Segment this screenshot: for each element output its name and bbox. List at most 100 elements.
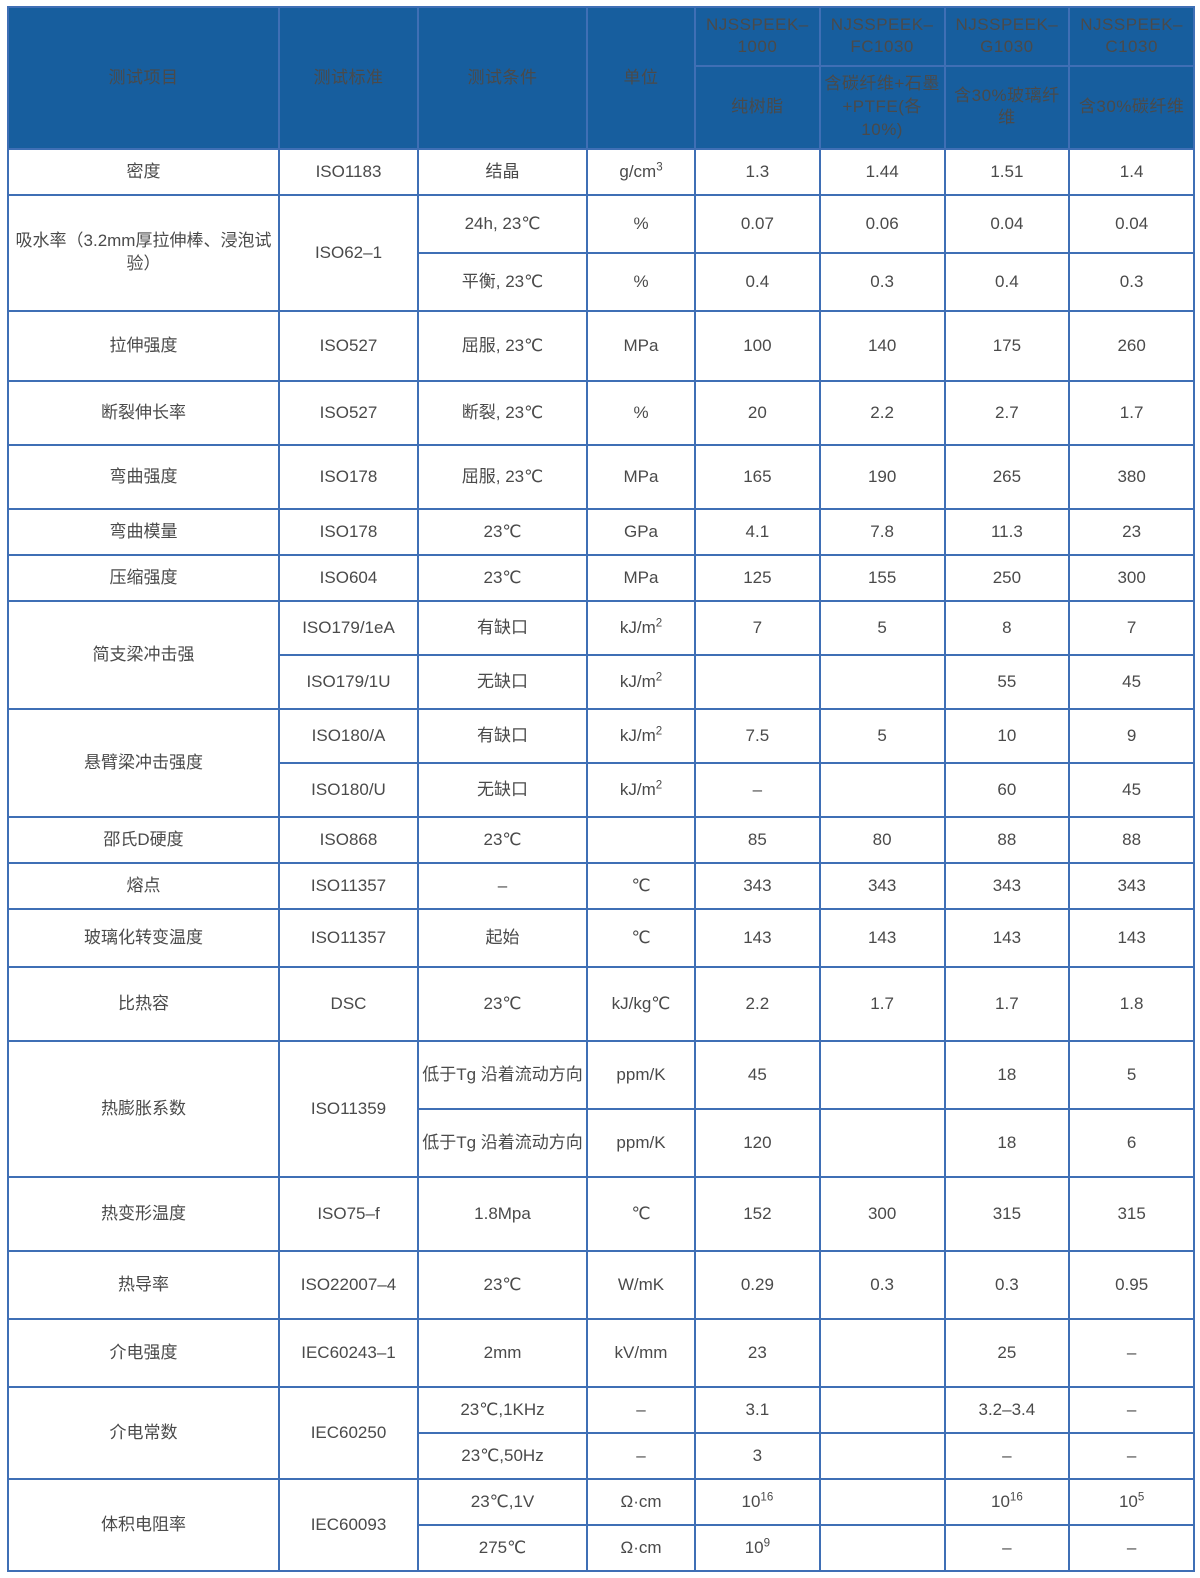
header-product-desc-0: 纯树脂 xyxy=(694,64,821,151)
cell-test-condition: 23℃,50Hz xyxy=(417,1432,588,1480)
cell-value-0: 0.29 xyxy=(694,1250,821,1320)
cell-unit: kJ/m2 xyxy=(586,762,696,818)
table-header: 测试项目 测试标准 测试条件 单位 NJSSPEEK– 1000 NJSSPEEK… xyxy=(7,6,1195,151)
cell-test-item: 热膨胀系数 xyxy=(7,1040,280,1178)
cell-test-standard: ISO22007–4 xyxy=(278,1250,419,1320)
cell-value-2: 0.3 xyxy=(943,1250,1071,1320)
cell-value-0: 2.2 xyxy=(694,966,821,1042)
table-row: 拉伸强度 ISO527 屈服, 23℃ MPa 100 140 175 260 xyxy=(7,310,1195,382)
cell-value-0: 4.1 xyxy=(694,508,821,556)
cell-test-condition: 23℃ xyxy=(417,816,588,864)
cell-unit: % xyxy=(586,380,696,446)
cell-unit xyxy=(586,816,696,864)
cell-test-standard: ISO179/1U xyxy=(278,654,419,710)
cell-test-item: 简支梁冲击强 xyxy=(7,600,280,710)
cell-value-0: 3 xyxy=(694,1432,821,1480)
cell-test-condition: 23℃,1V xyxy=(417,1478,588,1526)
cell-unit: Ω·cm xyxy=(586,1524,696,1572)
table-row: 275℃ Ω·cm 109 – – xyxy=(8,1524,1195,1572)
cell-test-condition: 无缺口 xyxy=(417,762,588,818)
header-product-code-3: NJSSPEEK– C1030 xyxy=(1068,6,1195,67)
cell-value-3: – xyxy=(1068,1386,1195,1434)
table-row: 压缩强度 ISO604 23℃ MPa 125 155 250 300 xyxy=(7,554,1195,602)
table-row: 介电强度 IEC60243–1 2mm kV/mm 23 25– xyxy=(7,1318,1195,1388)
cell-value-3: 9 xyxy=(1068,708,1195,764)
header-test-standard: 测试标准 xyxy=(278,6,419,150)
cell-test-item: 弯曲模量 xyxy=(7,508,280,556)
table-row: 吸水率（3.2mm厚拉伸棒、浸泡试验） ISO62–1 24h, 23℃% 0.07 0… xyxy=(7,194,1195,312)
table-body: 密度 ISO1183 结晶 g/cm3 1.3 1.44 1.51 1.4 吸水率（3.2mm厚… xyxy=(7,148,1195,1572)
cell-value-0: 7 xyxy=(694,600,821,656)
cell-unit: W/mK xyxy=(586,1250,696,1320)
cell-test-condition: – xyxy=(417,862,588,910)
table-row: 热膨胀系数 ISO11359 低于Tg 沿着流动方向 ppm/K 45 18 5 xyxy=(7,1040,1195,1178)
cell-unit: ℃ xyxy=(586,862,696,910)
table-row: 23℃,50Hz –3– – xyxy=(8,1432,1195,1480)
cell-value-2: 265 xyxy=(943,444,1071,510)
cell-test-standard: IEC60243–1 xyxy=(278,1318,419,1388)
cell-test-standard: ISO868 xyxy=(278,816,419,864)
header-product-code-0: NJSSPEEK– 1000 xyxy=(694,6,821,67)
header-product-code-1: NJSSPEEK– FC1030 xyxy=(818,6,946,67)
table-row: 密度 ISO1183 结晶 g/cm3 1.3 1.44 1.51 1.4 xyxy=(7,148,1195,196)
cell-test-condition: 断裂, 23℃ xyxy=(417,380,588,446)
cell-test-item: 压缩强度 xyxy=(7,554,280,602)
cell-value-0: 20 xyxy=(694,380,821,446)
cell-unit: kJ/m2 xyxy=(586,708,696,764)
cell-test-item: 拉伸强度 xyxy=(7,310,280,382)
cell-test-condition: 低于Tg 沿着流动方向 xyxy=(417,1108,588,1178)
cell-test-standard: ISO62–1 xyxy=(278,194,419,312)
header-product-code-2: NJSSPEEK– G1030 xyxy=(943,6,1071,67)
superscript: 3 xyxy=(656,160,663,173)
cell-value-1: 143 xyxy=(818,908,946,968)
cell-test-standard: ISO180/U xyxy=(278,762,419,818)
cell-value-3: 143 xyxy=(1068,908,1195,968)
cell-value-1 xyxy=(818,1386,946,1434)
cell-value-1: 0.3 xyxy=(818,1250,946,1320)
cell-test-condition: 23℃,1KHz xyxy=(417,1386,588,1434)
cell-test-standard: IEC60250 xyxy=(278,1386,419,1480)
cell-value-2: 25 xyxy=(943,1318,1071,1388)
cell-value-3: 88 xyxy=(1068,816,1195,864)
table-row: 弯曲模量 ISO178 23℃ GPa 4.1 7.8 11.3 23 xyxy=(7,508,1195,556)
cell-test-standard: ISO11357 xyxy=(278,908,419,968)
cell-value-3: 23 xyxy=(1068,508,1195,556)
cell-value-1: 1.44 xyxy=(818,148,946,196)
cell-unit: Ω·cm xyxy=(586,1478,696,1526)
cell-value-0: 125 xyxy=(694,554,821,602)
cell-test-condition: 23℃ xyxy=(417,966,588,1042)
table-row: 低于Tg 沿着流动方向 ppm/K 120 18 6 xyxy=(8,1108,1195,1178)
cell-test-standard: ISO178 xyxy=(278,508,419,556)
cell-value-2: – xyxy=(943,1432,1071,1480)
table-row: ISO179/1U 无缺口 kJ/m2 55 45 xyxy=(8,654,1195,710)
header-product-desc-1: 含碳纤维+石墨 +PTFE(各10%) xyxy=(818,64,946,151)
cell-value-2: 2.7 xyxy=(943,380,1071,446)
cell-unit: kJ/m2 xyxy=(586,600,696,656)
cell-test-standard: DSC xyxy=(278,966,419,1042)
cell-unit: g/cm3 xyxy=(586,148,696,196)
cell-value-1: 0.06 xyxy=(818,194,946,254)
cell-unit: ppm/K xyxy=(586,1040,696,1110)
cell-value-0: 45 xyxy=(694,1040,821,1110)
cell-test-standard: ISO178 xyxy=(278,444,419,510)
cell-unit: kJ/kg℃ xyxy=(586,966,696,1042)
cell-value-3: 7 xyxy=(1068,600,1195,656)
cell-test-item: 比热容 xyxy=(7,966,280,1042)
cell-value-2: – xyxy=(943,1524,1071,1572)
cell-value-1: 1.7 xyxy=(818,966,946,1042)
cell-test-condition: 23℃ xyxy=(417,508,588,556)
cell-value-0 xyxy=(694,654,821,710)
cell-test-item: 热导率 xyxy=(7,1250,280,1320)
cell-test-standard: ISO1183 xyxy=(278,148,419,196)
cell-value-3: 260 xyxy=(1068,310,1195,382)
cell-value-3: 0.04 xyxy=(1068,194,1195,254)
cell-value-0: 3.1 xyxy=(694,1386,821,1434)
cell-value-1 xyxy=(818,1040,946,1110)
cell-test-condition: 24h, 23℃ xyxy=(417,194,588,254)
cell-unit: MPa xyxy=(586,554,696,602)
cell-value-3: – xyxy=(1068,1432,1195,1480)
table-row: 平衡, 23℃% 0.4 0.3 0.4 0.3 xyxy=(8,252,1195,312)
cell-test-condition: 有缺口 xyxy=(417,708,588,764)
cell-value-1 xyxy=(818,654,946,710)
cell-test-standard: IEC60093 xyxy=(278,1478,419,1572)
